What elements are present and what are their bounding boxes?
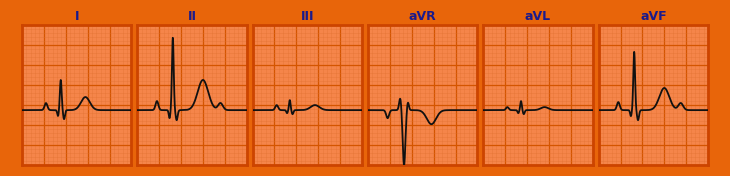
- Text: II: II: [188, 10, 196, 23]
- Text: aVF: aVF: [640, 10, 666, 23]
- Text: I: I: [74, 10, 79, 23]
- Text: aVR: aVR: [409, 10, 437, 23]
- Text: III: III: [301, 10, 314, 23]
- Text: aVL: aVL: [525, 10, 551, 23]
